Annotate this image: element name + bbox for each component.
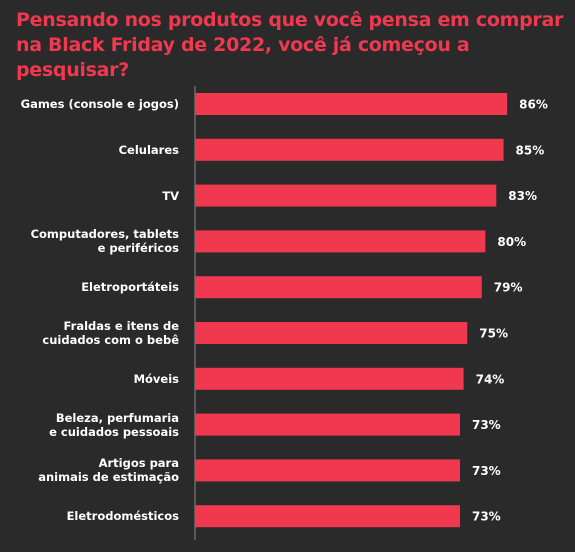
category-label: Games (console e jogos) (20, 97, 179, 111)
bar (195, 322, 468, 344)
category-label: Eletroportáteis (81, 280, 179, 295)
bar (195, 276, 482, 299)
bar (195, 505, 460, 528)
bar (195, 138, 504, 161)
category-label: Beleza, perfumaria e cuidados pessoais (49, 410, 179, 439)
category-label: Eletrodomésticos (66, 509, 179, 524)
value-label: 74% (476, 372, 505, 386)
value-label: 75% (479, 327, 508, 341)
value-label: 73% (472, 510, 501, 524)
bar (195, 184, 497, 207)
category-label: Computadores, tablets e periféricos (30, 227, 179, 256)
category-label: Fraldas e itens de cuidados com o bebê (42, 319, 179, 347)
bar (195, 230, 486, 253)
value-label: 73% (472, 418, 501, 432)
bar (195, 93, 508, 115)
bar (195, 459, 460, 482)
value-label: 79% (494, 281, 523, 295)
bar (195, 367, 464, 390)
category-label: Móveis (133, 371, 179, 386)
bar (195, 413, 460, 436)
value-label: 85% (516, 143, 545, 157)
value-label: 80% (497, 235, 526, 249)
category-label: Celulares (118, 142, 179, 157)
chart-title: Pensando nos produtos que você pensa em … (16, 9, 564, 81)
value-label: 86% (519, 98, 548, 112)
value-label: 73% (472, 464, 501, 478)
value-label: 83% (508, 189, 537, 203)
category-label: Artigos para animais de estimação (38, 456, 179, 485)
category-label: TV (162, 188, 179, 203)
